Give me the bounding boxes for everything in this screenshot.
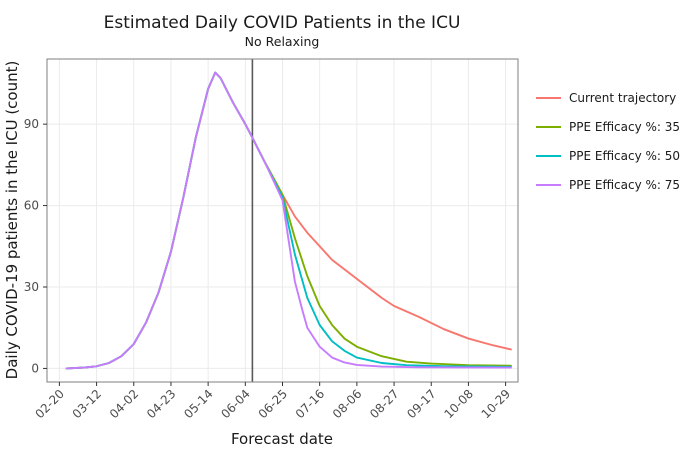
legend-label-2: PPE Efficacy %: 50 <box>569 149 680 163</box>
series-line-3 <box>65 71 512 370</box>
y-axis-label: Daily COVID-19 patients in the ICU (coun… <box>3 61 21 380</box>
y-tick-label: 0 <box>31 361 39 375</box>
series-layer <box>65 71 512 370</box>
legend-label-3: PPE Efficacy %: 75 <box>569 178 680 192</box>
y-tick-label: 60 <box>24 199 39 213</box>
y-axis-ticks: 0 30 60 90 <box>24 117 47 375</box>
x-axis-label: Forecast date <box>231 430 333 448</box>
y-tick-label: 90 <box>24 117 39 131</box>
legend-label-1: PPE Efficacy %: 35 <box>569 120 680 134</box>
y-tick-label: 30 <box>24 280 39 294</box>
chart-subtitle: No Relaxing <box>245 34 320 49</box>
legend-label-0: Current trajectory <box>569 91 676 105</box>
chart-title: Estimated Daily COVID Patients in the IC… <box>104 13 461 33</box>
legend: Current trajectory PPE Efficacy %: 35 PPE … <box>536 91 680 192</box>
